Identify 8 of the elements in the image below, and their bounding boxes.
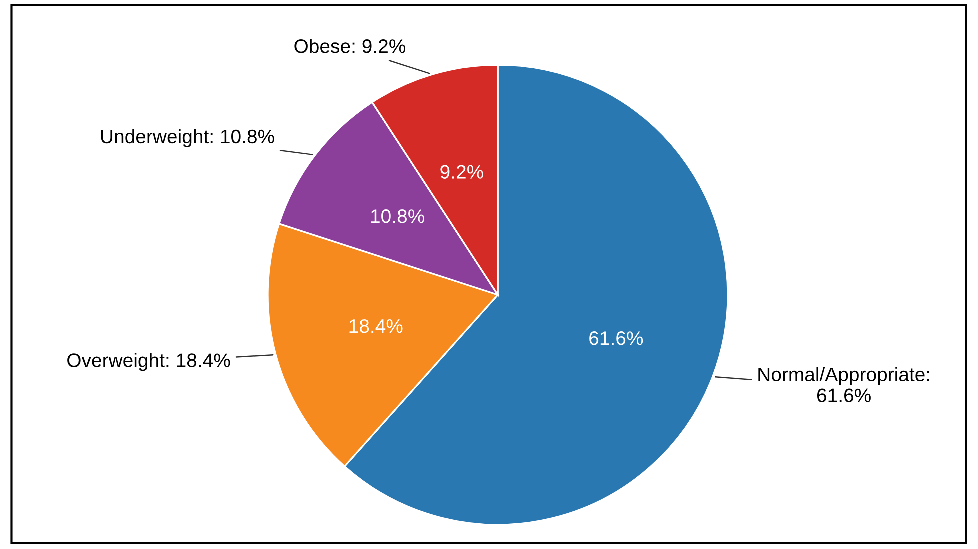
slice-label: Obese: 9.2% <box>294 39 406 54</box>
data-label: 18.4% <box>350 319 403 334</box>
data-label: 61.6% <box>590 332 644 346</box>
data-label: 10.8% <box>371 210 424 224</box>
data-label: 9.2% <box>440 165 484 179</box>
slice-label: Overweight: 18.4% <box>68 353 230 372</box>
slice-label: Normal/Appropriate: 61.6% <box>758 367 930 403</box>
slice-label: Underweight: 10.8% <box>101 129 274 148</box>
